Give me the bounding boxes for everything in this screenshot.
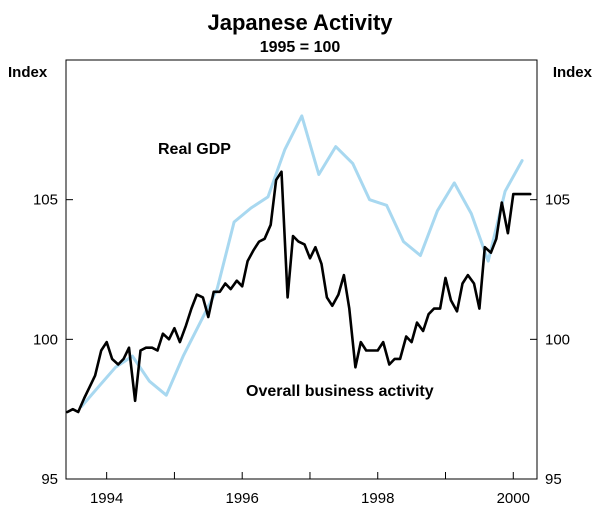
y-tick-label-right: 95 bbox=[545, 471, 562, 488]
business-activity-label: Overall business activity bbox=[246, 383, 434, 400]
tick-group: 95 95 100 100 105 105 1994 1996 1998 2000 bbox=[33, 192, 570, 507]
y-axis-label-right: Index bbox=[553, 64, 593, 81]
real-gdp-label: Real GDP bbox=[158, 141, 231, 158]
x-tick-label: 1996 bbox=[226, 490, 259, 507]
y-tick-label-right: 100 bbox=[545, 331, 570, 348]
chart-title: Japanese Activity bbox=[207, 10, 393, 35]
chart-subtitle: 1995 = 100 bbox=[260, 39, 341, 56]
business-activity-line bbox=[66, 170, 532, 414]
y-tick-label-left: 95 bbox=[41, 471, 58, 488]
y-tick-label-left: 100 bbox=[33, 331, 58, 348]
series-group bbox=[66, 114, 532, 414]
y-axis-label-left: Index bbox=[8, 64, 48, 81]
x-tick-label: 1998 bbox=[361, 490, 394, 507]
x-tick-label: 2000 bbox=[497, 490, 530, 507]
x-tick-label: 1994 bbox=[90, 490, 123, 507]
y-tick-label-right: 105 bbox=[545, 192, 570, 209]
real-gdp-line bbox=[80, 114, 524, 408]
y-tick-label-left: 105 bbox=[33, 192, 58, 209]
plot-frame bbox=[65, 59, 538, 480]
